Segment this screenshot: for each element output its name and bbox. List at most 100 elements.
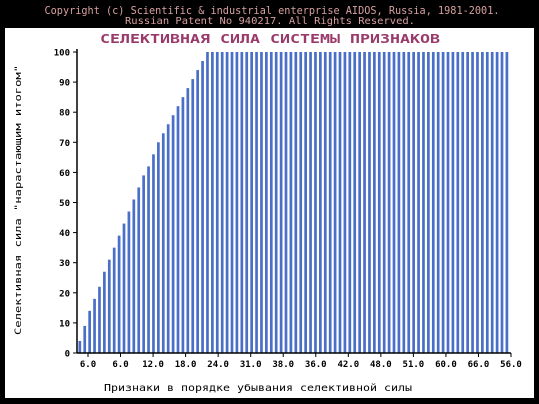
bar [431, 52, 435, 353]
bar [417, 52, 420, 353]
y-tick-label: 20 [59, 289, 70, 299]
bar [314, 52, 317, 353]
bar [284, 52, 288, 353]
bar [107, 259, 111, 353]
bar [377, 52, 381, 353]
bar [368, 52, 371, 353]
bar [299, 52, 303, 353]
bar [269, 52, 273, 353]
x-tick-label: 66.0 [468, 360, 490, 370]
bar [157, 142, 160, 353]
bar [373, 52, 376, 353]
bar [412, 52, 415, 353]
bar [181, 97, 185, 354]
y-tick-label: 30 [59, 259, 70, 269]
bar [476, 52, 479, 353]
x-tick-label: 60.0 [435, 360, 457, 370]
x-tick-label: 12.0 [142, 360, 164, 370]
y-tick-label: 80 [59, 109, 70, 119]
bar [98, 286, 101, 353]
copyright-text: Copyright (c) Scientific & industrial en… [45, 4, 500, 17]
chart-title: СЕЛЕКТИВНАЯ СИЛА СИСТЕМЫ ПРИЗНАКОВ [100, 32, 440, 46]
bar [363, 52, 366, 353]
bar [230, 52, 234, 353]
x-axis-label: Признаки в порядке убывания селективной … [104, 382, 412, 394]
bar [309, 52, 312, 353]
bar [451, 52, 455, 353]
bar [142, 175, 145, 353]
bar [461, 52, 465, 353]
x-tick-label: 42.0 [337, 360, 359, 370]
bar [422, 52, 425, 353]
y-tick-label: 0 [65, 350, 70, 360]
bar [250, 52, 253, 353]
bar [127, 211, 131, 353]
x-tick-label: 38.0 [272, 360, 294, 370]
bar [427, 52, 430, 353]
bar [220, 52, 224, 353]
y-tick-label: 40 [59, 229, 70, 239]
bar [446, 52, 450, 353]
x-tick-label: 6.0 [80, 360, 96, 370]
bar [132, 199, 136, 353]
x-tick-label: 51.0 [403, 360, 425, 370]
bar [161, 133, 165, 353]
bar [265, 52, 268, 353]
y-tick-label: 10 [59, 319, 70, 329]
bar [294, 52, 298, 353]
bar [353, 52, 357, 353]
bar [505, 52, 509, 353]
bar [402, 52, 406, 353]
x-tick-label: 48.0 [370, 360, 392, 370]
bar [117, 235, 121, 353]
bar [255, 52, 258, 353]
x-tick-label: 18.0 [175, 360, 197, 370]
bar [333, 52, 337, 353]
x-tick-label: 6.0 [112, 360, 128, 370]
bar [392, 52, 396, 353]
bar [260, 52, 263, 353]
bar [103, 271, 106, 353]
bar [112, 247, 116, 353]
bar [407, 52, 411, 353]
bar [137, 187, 141, 353]
bar [481, 52, 484, 353]
y-axis-label: Селективная сила "нарастающим итогом" [14, 65, 24, 335]
x-tick-label: 24.0 [207, 360, 229, 370]
bar [152, 154, 155, 353]
bar [338, 52, 342, 353]
bar [176, 106, 180, 354]
bar [343, 52, 347, 353]
bar [471, 52, 474, 353]
bar [319, 52, 322, 353]
bar [323, 52, 327, 353]
bar [240, 52, 244, 353]
bar [186, 88, 190, 354]
bar [83, 325, 87, 353]
bar [279, 52, 283, 353]
bar [88, 310, 91, 353]
bar [274, 52, 278, 353]
bar [225, 52, 229, 353]
bar [500, 52, 504, 353]
bar [485, 52, 489, 353]
bar [201, 61, 204, 353]
bar [466, 52, 469, 353]
y-tick-label: 100 [54, 49, 70, 59]
bar [191, 79, 195, 353]
bar [122, 223, 126, 353]
y-tick-label: 90 [59, 79, 70, 89]
bar [166, 124, 170, 354]
y-tick-label: 50 [59, 199, 70, 209]
y-tick-label: 70 [59, 139, 70, 149]
x-tick-label: 56.0 [500, 360, 522, 370]
bar [328, 52, 332, 353]
bar [382, 52, 386, 353]
bar [206, 52, 209, 353]
bar [93, 298, 96, 353]
x-tick-label: 36.0 [305, 360, 327, 370]
bar [235, 52, 239, 353]
bar [436, 52, 440, 353]
bar [196, 70, 199, 353]
